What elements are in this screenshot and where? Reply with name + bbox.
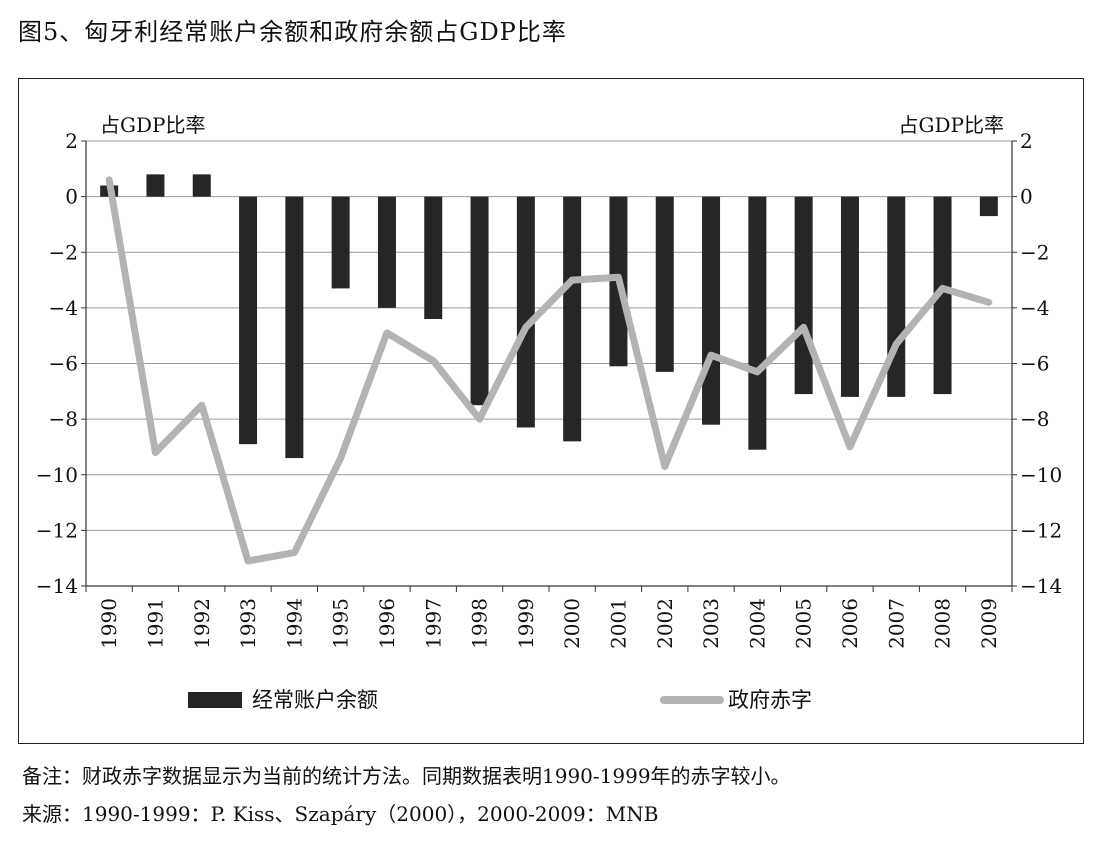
chart-frame	[18, 78, 1084, 744]
y-tick-label-left: −10	[36, 463, 78, 487]
y-tick-label-left: −4	[49, 296, 78, 320]
x-tick-label-2000: 2000	[560, 598, 584, 649]
y-axis-label-left: 占GDP比率	[100, 113, 205, 137]
y-tick-label-right: −12	[1020, 518, 1062, 542]
x-tick-label-2001: 2001	[606, 598, 630, 649]
chart: 2 2 0 0 −2 −2 −4 −4 −6 −6 −8 −8 −10 −10 −12 −12 −14 −14 1…	[36, 113, 1062, 712]
bar-2000	[563, 196, 582, 442]
bar-2003	[702, 196, 721, 425]
y-tick-label-left: −12	[36, 518, 78, 542]
bar-2004	[748, 196, 767, 450]
bar-2006	[840, 196, 859, 397]
x-tick-label-1997: 1997	[421, 598, 445, 649]
axes	[85, 141, 1013, 592]
x-tick-label-2008: 2008	[931, 598, 955, 649]
current-account-bars	[100, 174, 998, 459]
figure-title: 图5、匈牙利经常账户余额和政府余额占GDP比率	[18, 18, 567, 46]
legend: 经常账户余额 政府赤字	[188, 688, 812, 712]
y-tick-label-right: 0	[1020, 185, 1033, 209]
x-tick-label-2005: 2005	[792, 598, 816, 649]
y-tick-label-right: −2	[1020, 240, 1049, 264]
y-tick-label-left: −6	[49, 352, 78, 376]
y-tick-label-right: −4	[1020, 296, 1049, 320]
x-tick-label-2007: 2007	[884, 598, 908, 649]
x-tick-label-1998: 1998	[468, 598, 492, 649]
y-tick-label-right: 2	[1020, 129, 1033, 153]
x-tick-label-2006: 2006	[838, 598, 862, 649]
x-tick-label-1994: 1994	[282, 598, 306, 649]
x-tick-label-2009: 2009	[977, 598, 1001, 649]
y-tick-label-right: −8	[1020, 407, 1049, 431]
y-tick-label-right: −10	[1020, 463, 1062, 487]
legend-label-deficit: 政府赤字	[728, 688, 812, 712]
y-tick-label-left: 0	[65, 185, 78, 209]
bar-2002	[655, 196, 674, 372]
y-tick-label-left: −2	[49, 240, 78, 264]
government-deficit-line	[105, 176, 993, 565]
bar-1991	[146, 174, 165, 197]
x-tick-label-1990: 1990	[97, 598, 121, 649]
y-tick-label-left: −14	[36, 574, 78, 598]
bar-1995	[331, 196, 350, 289]
bar-2005	[794, 196, 813, 395]
bar-1998	[470, 196, 489, 406]
x-tick-label-1993: 1993	[236, 598, 260, 649]
x-tick-label-1999: 1999	[514, 598, 538, 649]
bar-1999	[516, 196, 535, 428]
gridlines	[86, 140, 1012, 587]
x-tick-label-1992: 1992	[190, 598, 214, 649]
x-tick-label-1996: 1996	[375, 598, 399, 649]
legend-swatch-current-account	[188, 692, 242, 708]
x-tick-label-1991: 1991	[143, 598, 167, 649]
y-tick-label-right: −6	[1020, 352, 1049, 376]
footnote: 备注：财政赤字数据显示为当前的统计方法。同期数据表明1990-1999年的赤字较…	[22, 764, 791, 788]
bar-1996	[377, 196, 396, 308]
x-tick-label-2002: 2002	[653, 598, 677, 649]
bar-2007	[887, 196, 906, 397]
bar-1997	[424, 196, 443, 319]
bar-1993	[239, 196, 258, 445]
y-tick-label-right: −14	[1020, 574, 1062, 598]
bar-2008	[933, 196, 952, 395]
bar-1994	[285, 196, 304, 459]
x-tick-label-2004: 2004	[745, 598, 769, 649]
x-tick-labels: 1990 1991 1992 1993 1994 1995 1996 1997 1998 1999…	[97, 598, 1001, 649]
bar-1992	[192, 174, 211, 197]
source-note: 来源：1990-1999：P. Kiss、Szapáry（2000），2000-…	[22, 802, 659, 826]
legend-label-current-account: 经常账户余额	[252, 688, 378, 712]
bar-2009	[979, 196, 998, 217]
x-tick-label-2003: 2003	[699, 598, 723, 649]
x-tick-label-1995: 1995	[329, 598, 353, 649]
deficit-line-path	[105, 176, 993, 565]
y-tick-labels: 2 2 0 0 −2 −2 −4 −4 −6 −6 −8 −8 −10 −10 −12 −12 −14 −14	[36, 129, 1062, 598]
y-tick-label-left: 2	[65, 129, 78, 153]
y-axis-label-right: 占GDP比率	[899, 113, 1004, 137]
y-tick-label-left: −8	[49, 407, 78, 431]
